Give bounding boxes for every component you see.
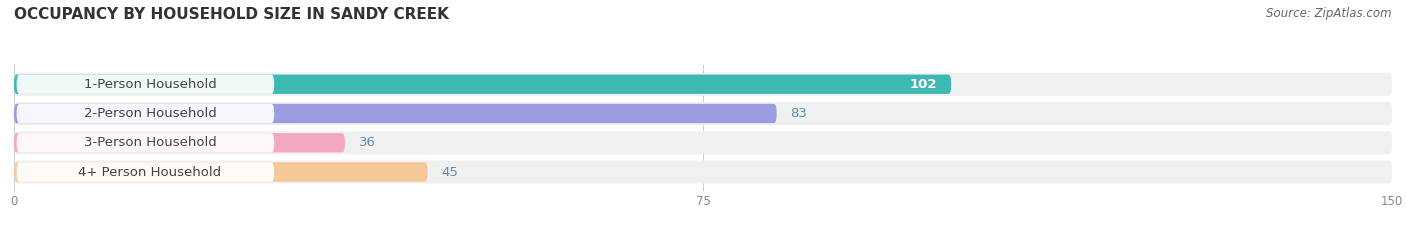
FancyBboxPatch shape [17, 75, 274, 94]
Text: 3-Person Household: 3-Person Household [83, 136, 217, 149]
Text: 36: 36 [359, 136, 375, 149]
Text: 4+ Person Household: 4+ Person Household [79, 165, 222, 178]
FancyBboxPatch shape [14, 73, 1392, 96]
FancyBboxPatch shape [17, 162, 274, 182]
Text: Source: ZipAtlas.com: Source: ZipAtlas.com [1267, 7, 1392, 20]
Text: 102: 102 [910, 78, 938, 91]
FancyBboxPatch shape [17, 104, 274, 123]
FancyBboxPatch shape [14, 131, 1392, 154]
FancyBboxPatch shape [14, 102, 1392, 125]
FancyBboxPatch shape [14, 104, 776, 123]
FancyBboxPatch shape [14, 75, 952, 94]
FancyBboxPatch shape [14, 162, 427, 182]
Text: 1-Person Household: 1-Person Household [83, 78, 217, 91]
FancyBboxPatch shape [14, 133, 344, 152]
Text: OCCUPANCY BY HOUSEHOLD SIZE IN SANDY CREEK: OCCUPANCY BY HOUSEHOLD SIZE IN SANDY CRE… [14, 7, 449, 22]
FancyBboxPatch shape [17, 133, 274, 152]
Text: 45: 45 [441, 165, 458, 178]
FancyBboxPatch shape [14, 161, 1392, 184]
Text: 2-Person Household: 2-Person Household [83, 107, 217, 120]
Text: 83: 83 [790, 107, 807, 120]
